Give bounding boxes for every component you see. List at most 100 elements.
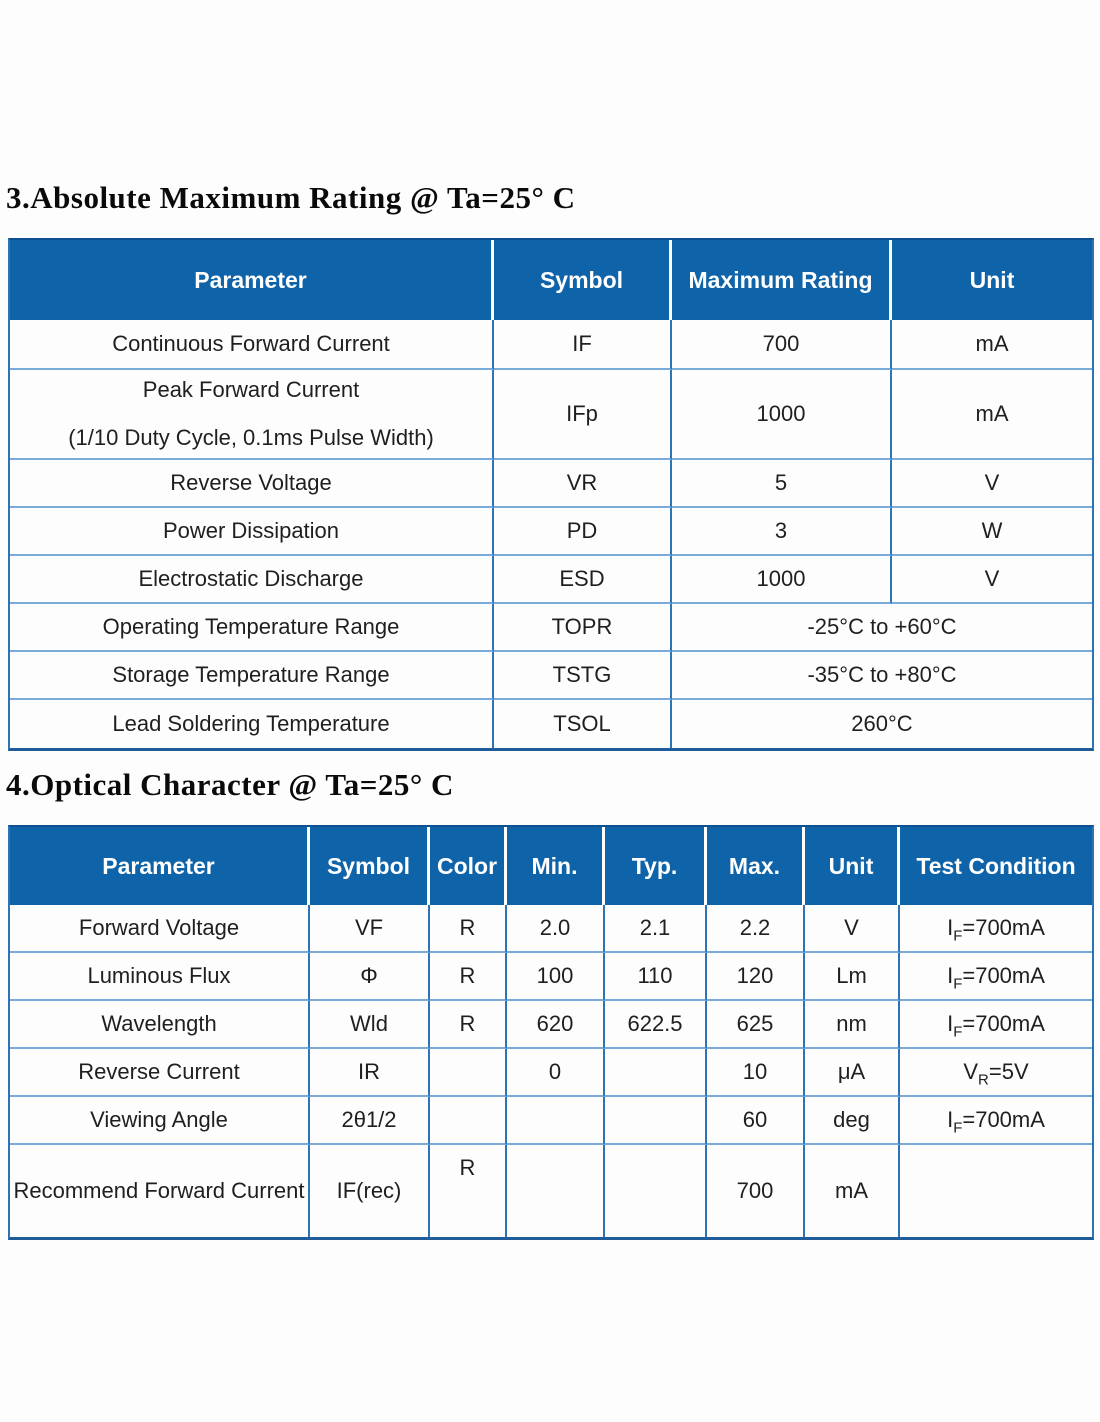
cell-unit: Lm bbox=[805, 953, 900, 1001]
table-row: Reverse Current IR 0 10 μA VR=5V bbox=[10, 1049, 1092, 1097]
cell-typ bbox=[605, 1145, 707, 1237]
cell-symbol: PD bbox=[494, 508, 672, 556]
cell-test-condition: IF=700mA bbox=[900, 1097, 1092, 1145]
cell-unit: V bbox=[892, 460, 1092, 508]
cell-max: 700 bbox=[707, 1145, 805, 1237]
table-row: Reverse Voltage VR 5 V bbox=[10, 460, 1092, 508]
cell-unit: mA bbox=[805, 1145, 900, 1237]
column-header-parameter: Parameter bbox=[10, 240, 494, 320]
cell-max: 2.2 bbox=[707, 905, 805, 953]
cell-parameter: Peak Forward Current (1/10 Duty Cycle, 0… bbox=[10, 370, 494, 460]
column-header-maximum-rating: Maximum Rating bbox=[672, 240, 892, 320]
table-row: Viewing Angle 2θ1/2 60 deg IF=700mA bbox=[10, 1097, 1092, 1145]
cell-unit: mA bbox=[892, 320, 1092, 370]
cell-min: 2.0 bbox=[507, 905, 605, 953]
column-header-unit: Unit bbox=[892, 240, 1092, 320]
cell-unit: nm bbox=[805, 1001, 900, 1049]
parameter-line-1: Peak Forward Current bbox=[142, 377, 360, 402]
table-row: Luminous Flux Φ R 100 110 120 Lm IF=700m… bbox=[10, 953, 1092, 1001]
cell-parameter: Power Dissipation bbox=[10, 508, 494, 556]
cell-parameter: Wavelength bbox=[10, 1001, 310, 1049]
cell-color: R bbox=[430, 1001, 507, 1049]
cell-typ: 2.1 bbox=[605, 905, 707, 953]
section-4-title: 4.Optical Character @ Ta=25° C bbox=[6, 767, 454, 802]
cell-min bbox=[507, 1097, 605, 1145]
table-row: Peak Forward Current (1/10 Duty Cycle, 0… bbox=[10, 370, 1092, 460]
cell-parameter: Recommend Forward Current bbox=[10, 1145, 310, 1237]
cell-rating: 1000 bbox=[672, 556, 892, 604]
table-row: Continuous Forward Current IF 700 mA bbox=[10, 320, 1092, 370]
cell-min: 620 bbox=[507, 1001, 605, 1049]
cell-unit: mA bbox=[892, 370, 1092, 460]
cell-unit: V bbox=[805, 905, 900, 953]
header-row: Parameter Symbol Color Min. Typ. Max. Un… bbox=[10, 827, 1092, 905]
cell-typ: 110 bbox=[605, 953, 707, 1001]
cell-rating: 3 bbox=[672, 508, 892, 556]
cell-rating: 700 bbox=[672, 320, 892, 370]
table-row: Recommend Forward Current IF(rec) R 700 … bbox=[10, 1145, 1092, 1237]
cell-max: 10 bbox=[707, 1049, 805, 1097]
cell-parameter: Lead Soldering Temperature bbox=[10, 700, 494, 748]
cell-rating-merged: 260°C bbox=[851, 711, 913, 736]
cell-parameter: Reverse Voltage bbox=[10, 460, 494, 508]
cell-parameter: Continuous Forward Current bbox=[10, 320, 494, 370]
column-header-typ: Typ. bbox=[605, 827, 707, 905]
parameter-line-2: (1/10 Duty Cycle, 0.1ms Pulse Width) bbox=[68, 425, 434, 450]
column-header-parameter: Parameter bbox=[10, 827, 310, 905]
table-row: Storage Temperature Range TSTG -35°C to … bbox=[10, 652, 1092, 700]
absolute-maximum-rating-table: Parameter Symbol Maximum Rating Unit Con… bbox=[8, 238, 1094, 751]
cell-color bbox=[430, 1049, 507, 1097]
table-row: Wavelength Wld R 620 622.5 625 nm IF=700… bbox=[10, 1001, 1092, 1049]
cell-test-condition bbox=[900, 1145, 1092, 1237]
column-header-symbol: Symbol bbox=[310, 827, 430, 905]
column-header-test-condition: Test Condition bbox=[900, 827, 1092, 905]
cell-parameter: Storage Temperature Range bbox=[10, 652, 494, 700]
cell-unit: V bbox=[892, 556, 1092, 604]
cell-symbol: VF bbox=[310, 905, 430, 953]
cell-unit: μA bbox=[805, 1049, 900, 1097]
cell-min: 100 bbox=[507, 953, 605, 1001]
cell-parameter: Reverse Current bbox=[10, 1049, 310, 1097]
cell-typ bbox=[605, 1097, 707, 1145]
cell-rating-merged: -35°C to +80°C bbox=[672, 652, 1092, 700]
cell-symbol: IF(rec) bbox=[310, 1145, 430, 1237]
cell-color bbox=[430, 1097, 507, 1145]
cell-symbol: Φ bbox=[310, 953, 430, 1001]
column-header-min: Min. bbox=[507, 827, 605, 905]
cell-test-condition: IF=700mA bbox=[900, 953, 1092, 1001]
cell-rating: 1000 bbox=[672, 370, 892, 460]
table-row: Forward Voltage VF R 2.0 2.1 2.2 V IF=70… bbox=[10, 905, 1092, 953]
column-header-symbol: Symbol bbox=[494, 240, 672, 320]
cell-min bbox=[507, 1145, 605, 1237]
cell-test-condition: IF=700mA bbox=[900, 905, 1092, 953]
column-header-unit: Unit bbox=[805, 827, 900, 905]
cell-symbol: IR bbox=[310, 1049, 430, 1097]
cell-max: 60 bbox=[707, 1097, 805, 1145]
cell-parameter: Luminous Flux bbox=[10, 953, 310, 1001]
cell-symbol: TOPR bbox=[494, 604, 672, 652]
optical-character-table: Parameter Symbol Color Min. Typ. Max. Un… bbox=[8, 825, 1094, 1240]
cell-symbol: IFp bbox=[494, 370, 672, 460]
column-header-max: Max. bbox=[707, 827, 805, 905]
cell-symbol: TSOL bbox=[494, 700, 672, 748]
cell-test-condition: VR=5V bbox=[900, 1049, 1092, 1097]
cell-max: 625 bbox=[707, 1001, 805, 1049]
cell-typ bbox=[605, 1049, 707, 1097]
header-row: Parameter Symbol Maximum Rating Unit bbox=[10, 240, 1092, 320]
cell-symbol: VR bbox=[494, 460, 672, 508]
cell-symbol: Wld bbox=[310, 1001, 430, 1049]
table-row: Operating Temperature Range TOPR -25°C t… bbox=[10, 604, 1092, 652]
cell-parameter: Operating Temperature Range bbox=[10, 604, 494, 652]
cell-parameter: Forward Voltage bbox=[10, 905, 310, 953]
table-row: Lead Soldering Temperature TSOL 260°C bbox=[10, 700, 1092, 748]
cell-symbol: IF bbox=[494, 320, 672, 370]
cell-parameter: Viewing Angle bbox=[10, 1097, 310, 1145]
cell-color: R bbox=[430, 953, 507, 1001]
cell-max: 120 bbox=[707, 953, 805, 1001]
cell-parameter: Electrostatic Discharge bbox=[10, 556, 494, 604]
cell-unit: deg bbox=[805, 1097, 900, 1145]
column-header-color: Color bbox=[430, 827, 507, 905]
table-row: Electrostatic Discharge ESD 1000 V bbox=[10, 556, 1092, 604]
section-3-title: 3.Absolute Maximum Rating @ Ta=25° C bbox=[6, 180, 576, 215]
